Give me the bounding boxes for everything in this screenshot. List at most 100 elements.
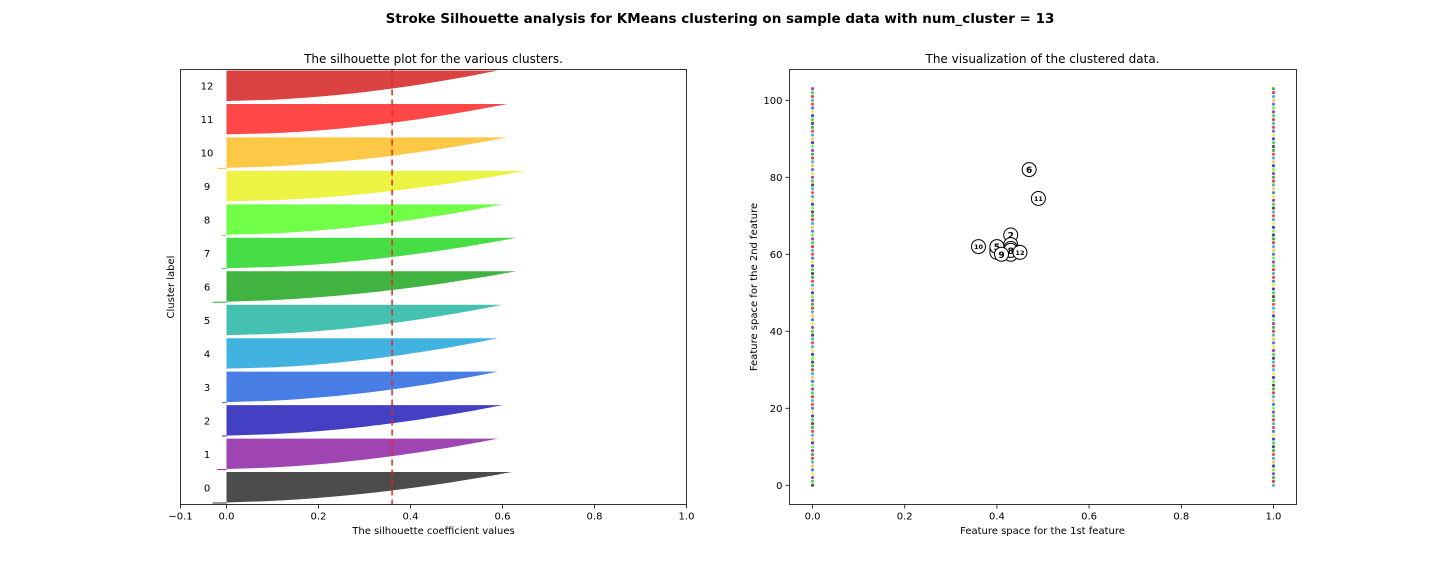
data-point <box>810 383 815 387</box>
data-point <box>810 141 815 145</box>
data-point <box>1271 341 1276 345</box>
y-tick-label: 20 <box>770 404 783 415</box>
figure-suptitle: Stroke Silhouette analysis for KMeans cl… <box>386 11 1055 27</box>
x-tick-label: 0.2 <box>311 512 327 523</box>
data-point <box>810 287 815 291</box>
data-point <box>810 260 815 264</box>
data-point <box>810 298 815 303</box>
data-point <box>1271 279 1276 283</box>
data-point <box>810 422 815 426</box>
cluster-center-10: 10 <box>970 239 986 255</box>
data-point <box>810 133 815 137</box>
cluster-center-marker <box>1012 244 1028 260</box>
data-point <box>810 360 815 364</box>
data-point <box>810 237 815 241</box>
x-tick-label: 0.2 <box>897 512 913 523</box>
data-point <box>810 348 815 353</box>
data-point <box>1271 198 1276 202</box>
cluster-center-6: 6 <box>1021 162 1037 178</box>
cluster-label-1: 1 <box>204 450 210 461</box>
data-point <box>1271 429 1276 433</box>
cluster-label-11: 11 <box>201 115 214 126</box>
data-point <box>810 233 815 237</box>
data-point <box>1271 445 1276 449</box>
cluster-center-label: 10 <box>974 243 984 251</box>
cluster-label-7: 7 <box>204 249 210 260</box>
data-point <box>810 179 815 183</box>
data-point <box>1271 125 1276 129</box>
x-tick-label: 1.0 <box>679 512 695 523</box>
x-tick-label: 0.6 <box>1081 512 1097 523</box>
data-point <box>810 475 815 480</box>
data-point <box>810 410 815 414</box>
data-point <box>1271 160 1276 164</box>
data-point <box>810 402 815 407</box>
silhouette-band-cluster-11 <box>226 103 508 135</box>
data-point <box>810 114 815 118</box>
data-point <box>1271 406 1276 410</box>
data-point <box>810 125 815 129</box>
data-point <box>1271 298 1276 303</box>
data-point <box>1271 171 1276 176</box>
data-point <box>810 229 815 233</box>
silhouette-bands <box>212 70 526 504</box>
data-point <box>810 218 815 222</box>
data-point <box>810 345 815 349</box>
data-point <box>810 121 815 125</box>
data-point <box>810 333 815 337</box>
scatter-y-ticks: 0 20 40 60 80 100 <box>763 96 790 492</box>
data-point <box>1271 395 1276 399</box>
x-tick-label: 0.0 <box>219 512 235 523</box>
data-point <box>810 110 815 114</box>
silhouette-x-axis-label: The silhouette coefficient values <box>351 526 515 537</box>
data-point <box>1271 283 1276 287</box>
data-point <box>1271 275 1276 279</box>
data-point <box>1271 229 1276 233</box>
data-point <box>1271 206 1276 210</box>
data-point <box>810 310 815 314</box>
cluster-center-label: 2 <box>1008 232 1014 242</box>
data-point <box>810 418 815 422</box>
data-point <box>1271 241 1276 245</box>
y-tick-label: 100 <box>763 96 782 107</box>
data-point <box>810 271 815 276</box>
data-point <box>810 129 815 133</box>
data-point <box>1271 202 1276 206</box>
cluster-scatter-plot: The visualization of the clustered data.… <box>749 52 1297 537</box>
data-point <box>1271 268 1276 272</box>
data-point <box>810 252 815 256</box>
data-point <box>810 437 815 441</box>
cluster-center-label: 5 <box>994 243 1000 253</box>
data-point <box>810 164 815 168</box>
data-point <box>1271 418 1276 422</box>
silhouette-plot-title: The silhouette plot for the various clus… <box>303 52 563 66</box>
data-point <box>1271 94 1276 99</box>
data-point <box>810 368 815 372</box>
data-point <box>810 191 815 195</box>
data-point <box>1271 314 1276 318</box>
data-point <box>1271 364 1276 368</box>
silhouette-band-cluster-8 <box>226 204 503 235</box>
silhouette-band-cluster-1 <box>226 438 498 470</box>
data-point <box>810 264 815 268</box>
silhouette-y-axis-label: Cluster label <box>166 256 177 319</box>
cluster-center-label: 12 <box>1015 249 1024 257</box>
data-point <box>1271 210 1276 214</box>
data-point <box>1271 191 1276 195</box>
cluster-center-label: 6 <box>1026 166 1032 176</box>
x-tick-label: 0.8 <box>1173 512 1189 523</box>
cluster-center-label: 8 <box>1008 247 1014 257</box>
silhouette-band-cluster-9 <box>226 170 526 202</box>
cluster-label-12: 12 <box>201 82 214 93</box>
data-point <box>810 398 815 403</box>
data-point <box>810 433 815 437</box>
silhouette-band-cluster-7 <box>226 237 517 269</box>
data-point <box>810 449 815 453</box>
data-point <box>1271 398 1276 403</box>
cluster-center-marker <box>994 246 1010 262</box>
data-point <box>1271 264 1276 268</box>
data-point <box>1271 310 1276 314</box>
data-point <box>810 225 815 229</box>
data-point <box>1271 260 1276 264</box>
data-point <box>810 210 815 214</box>
